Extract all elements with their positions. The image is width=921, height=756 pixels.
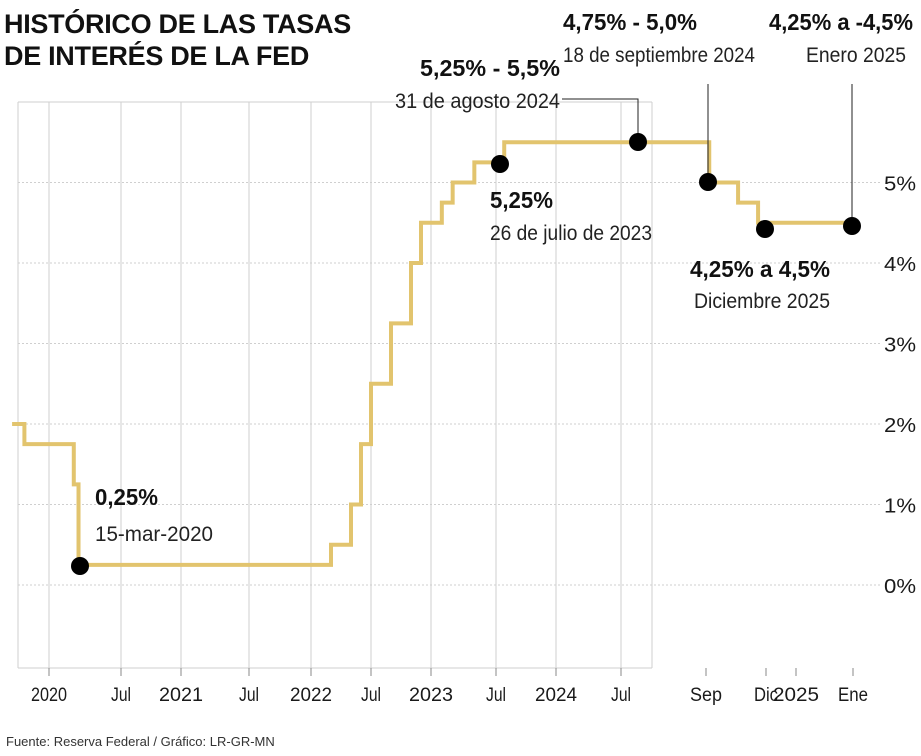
y-tick-label: 5% (884, 174, 916, 196)
annotation-marker (491, 155, 509, 173)
x-tick-label: 2021 (159, 685, 203, 706)
annotation-date: 26 de julio de 2023 (490, 222, 652, 245)
annotation-marker (699, 173, 717, 191)
x-tick-label: 2022 (290, 685, 332, 706)
x-tick-label: 2023 (409, 685, 453, 706)
x-tick-label: 2025 (773, 685, 819, 706)
annotation-date: Diciembre 2025 (694, 290, 830, 313)
annotation-value: 4,25% a -4,5% (769, 9, 913, 35)
annotation-value: 4,25% a 4,5% (690, 256, 830, 282)
source-note: Fuente: Reserva Federal / Gráfico: LR-GR… (6, 734, 275, 749)
annotation-date: 31 de agosto 2024 (395, 90, 560, 113)
y-tick-label: 4% (884, 254, 916, 276)
annotation-leader (562, 98, 639, 142)
annotation-value: 5,25% (490, 187, 553, 213)
annotation-value: 5,25% - 5,5% (420, 55, 560, 81)
x-tick-label: 2024 (535, 685, 577, 706)
y-tick-label: 1% (884, 496, 916, 518)
rate-chart: 0% 1% 2% 3% 4% 5% 2020 Jul 2021 Jul 2022 Jul 2023 Jul… (12, 9, 916, 706)
y-tick-label: 2% (884, 415, 916, 437)
x-tick-label: Sep (690, 685, 722, 706)
x-tick-label: Jul (486, 685, 506, 706)
annotation-date: Enero 2025 (806, 44, 906, 67)
annotation-marker (756, 220, 774, 238)
x-tick-label: Jul (361, 685, 381, 706)
chart-title: HISTÓRICO DE LAS TASAS DE INTERÉS DE LA … (4, 9, 351, 71)
annotation-marker (629, 133, 647, 151)
x-tick-label: Ene (838, 685, 868, 706)
x-tick-label: Jul (611, 685, 631, 706)
annotation-value: 4,75% - 5,0% (563, 9, 697, 35)
annotation-date: 15-mar-2020 (95, 523, 213, 546)
y-tick-label: 0% (884, 576, 916, 598)
annotation-date: 18 de septiembre 2024 (563, 44, 755, 67)
x-tick-label: Dic (754, 685, 778, 706)
annotation-marker (843, 217, 861, 235)
annotation-marker (71, 557, 89, 575)
x-tick-label: Jul (111, 685, 131, 706)
x-tick-label: 2020 (31, 685, 67, 706)
y-tick-label: 3% (884, 335, 916, 357)
x-tick-label: Jul (239, 685, 259, 706)
annotation-value: 0,25% (95, 484, 158, 510)
